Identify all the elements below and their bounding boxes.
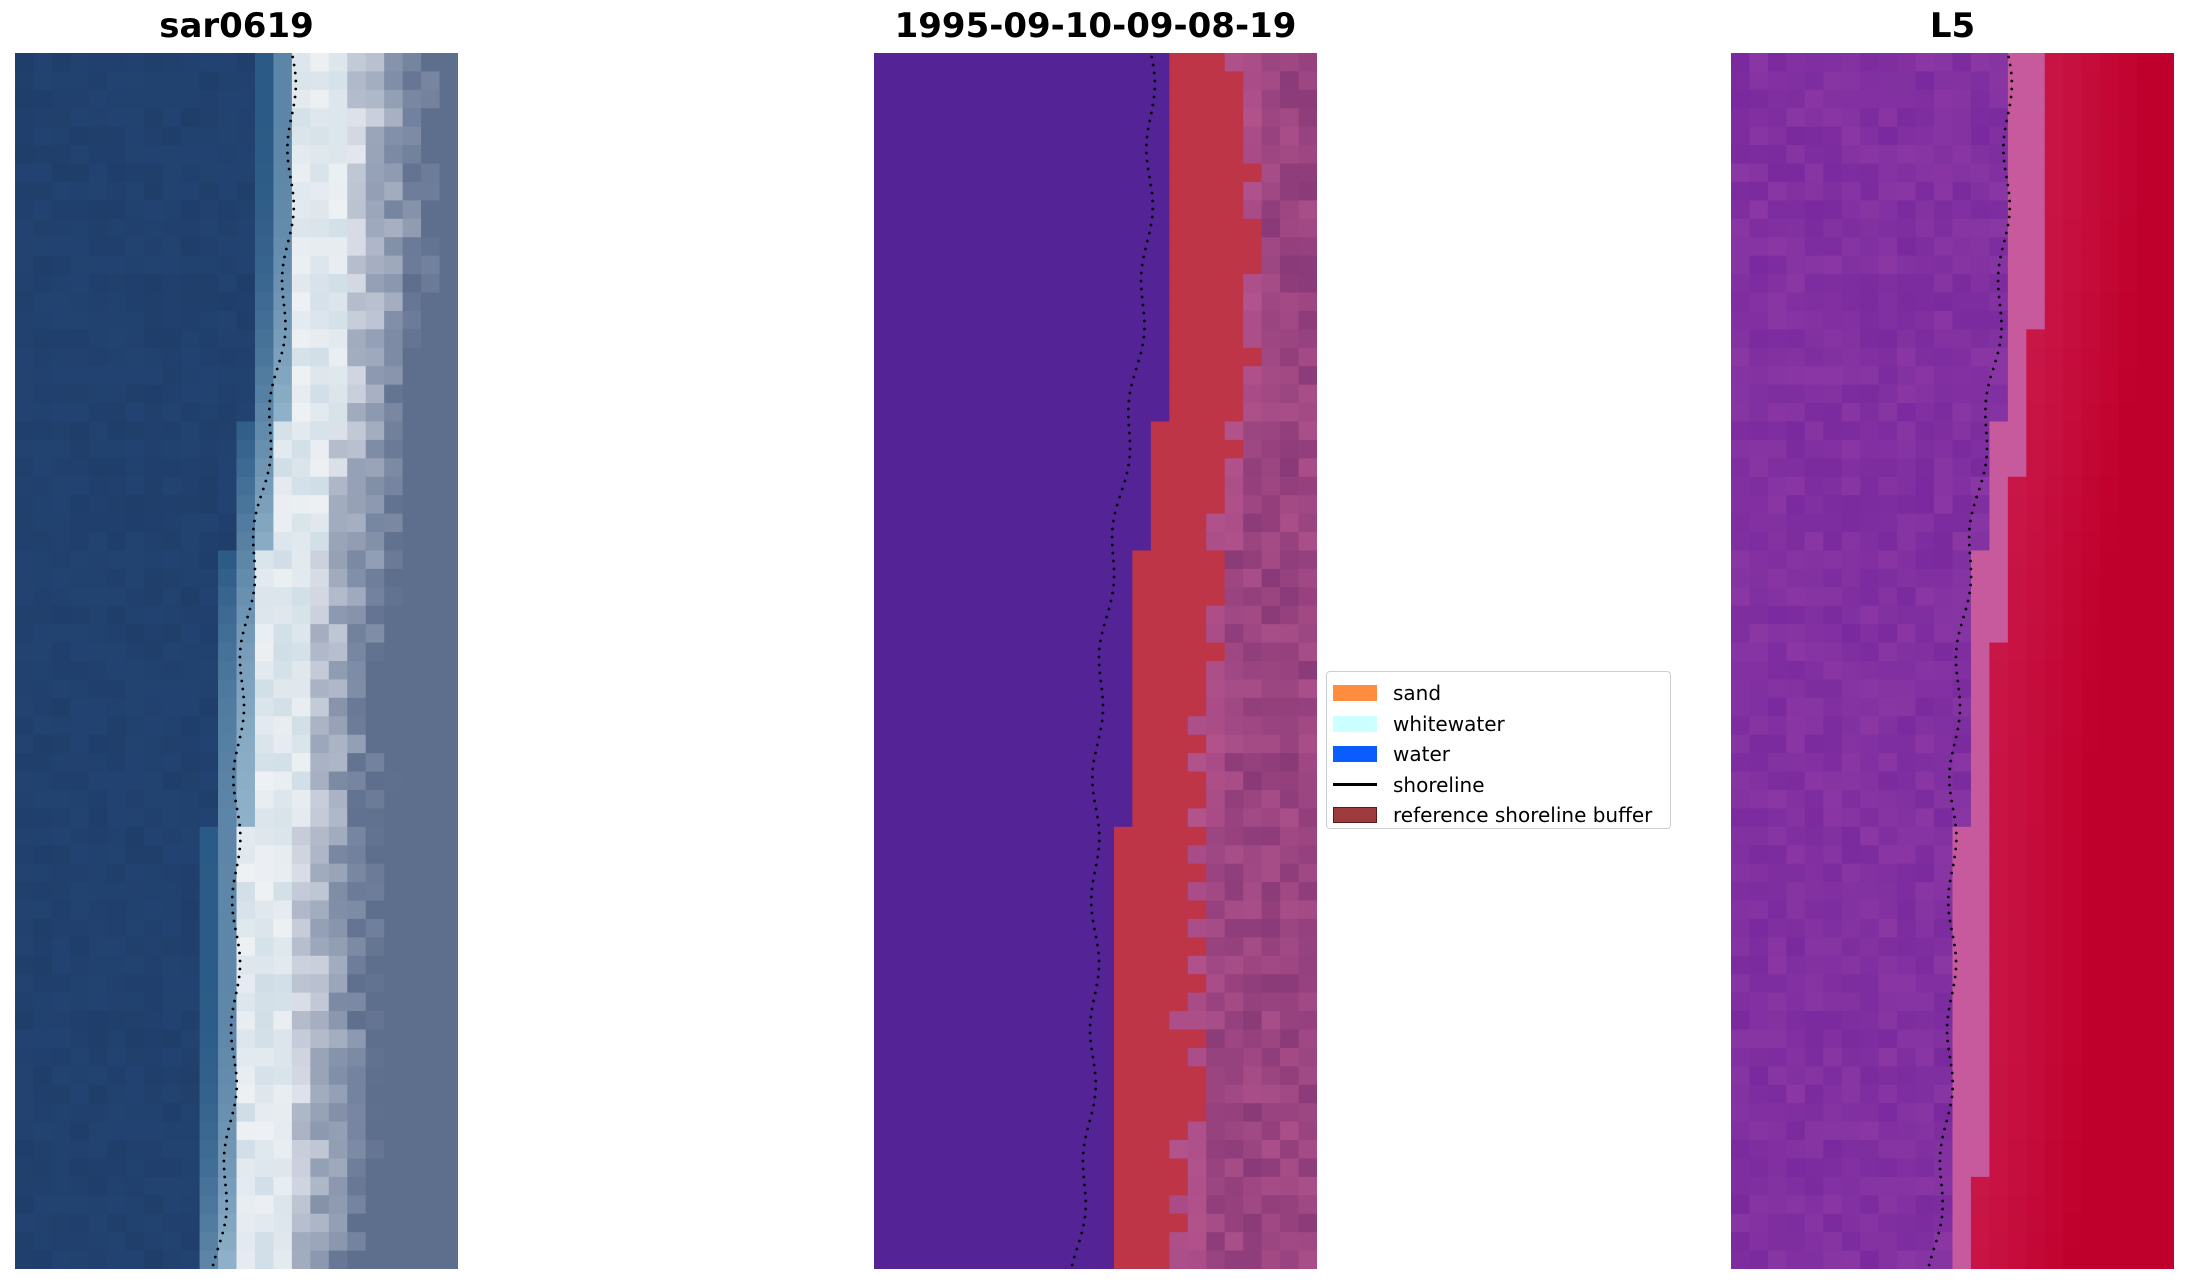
legend-item-sand: sand: [1327, 678, 1670, 709]
panel-title-rgb: sar0619: [159, 6, 314, 46]
legend-item-whitewater: whitewater: [1327, 709, 1670, 740]
index-image-panel: [1731, 53, 2174, 1269]
legend-swatch-water: [1333, 746, 1377, 763]
shoreline-dots: [1070, 55, 1157, 1267]
legend-label-whitewater: whitewater: [1393, 711, 1505, 736]
classified-image: [874, 53, 1317, 1269]
legend-label-sand: sand: [1393, 681, 1442, 706]
legend-label-water: water: [1393, 742, 1450, 767]
legend-item-shoreline: shoreline: [1327, 770, 1670, 801]
panel-title-index: L5: [1929, 6, 1976, 46]
index-image: [1731, 53, 2174, 1269]
rgb-image-panel: [15, 53, 458, 1269]
legend-swatch-sand: [1333, 685, 1377, 702]
rgb-image: [15, 53, 458, 1269]
legend-label-reference-buffer: reference shoreline buffer: [1393, 803, 1653, 828]
panel-title-classified: 1995-09-10-09-08-19: [894, 6, 1297, 46]
classified-image-panel: [874, 53, 1317, 1269]
legend-item-water: water: [1327, 739, 1670, 770]
legend-swatch-whitewater: [1333, 715, 1377, 732]
legend: sand whitewater water shoreline referenc…: [1326, 671, 1671, 829]
legend-label-shoreline: shoreline: [1393, 772, 1485, 797]
legend-item-reference-buffer: reference shoreline buffer: [1327, 800, 1670, 831]
shoreline-dots: [211, 55, 298, 1267]
shoreline-dots: [1927, 55, 2014, 1267]
legend-swatch-shoreline: [1333, 783, 1377, 787]
legend-swatch-reference-buffer: [1333, 807, 1377, 824]
